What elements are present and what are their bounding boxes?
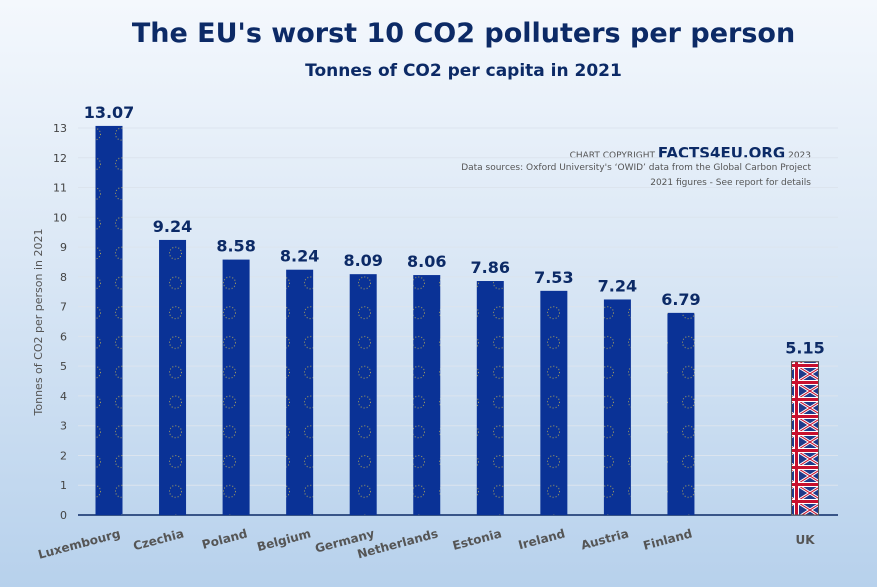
value-label: 9.24	[153, 217, 192, 236]
category-label: Finland	[642, 526, 694, 553]
y-axis-label: Tonnes of CO2 per person in 2021	[32, 229, 45, 417]
bar-uk	[791, 361, 819, 516]
y-tick-label: 8	[60, 271, 67, 284]
value-label: 8.24	[280, 247, 319, 266]
bar-czechia	[159, 239, 187, 515]
value-label: 7.53	[534, 268, 573, 287]
y-tick-label: 4	[60, 390, 67, 403]
bar-germany	[349, 274, 377, 515]
value-label: 7.86	[471, 258, 510, 277]
value-label: 13.07	[84, 103, 135, 122]
y-tick-label: 7	[60, 301, 67, 314]
bar-finland	[667, 312, 695, 515]
value-label: 8.09	[343, 251, 382, 270]
data-sources-note: Data sources: Oxford University's ‘OWID’…	[461, 163, 811, 173]
y-tick-label: 9	[60, 241, 67, 254]
value-label: 5.15	[785, 339, 824, 358]
y-tick-label: 12	[53, 152, 67, 165]
value-label: 8.58	[216, 237, 255, 256]
bar-poland	[222, 259, 250, 515]
value-label: 7.24	[598, 276, 637, 295]
y-tick-label: 0	[60, 509, 67, 522]
chart-title: The EU's worst 10 CO2 polluters per pers…	[131, 18, 796, 49]
y-tick-label: 1	[60, 479, 67, 492]
copyright-prefix: CHART COPYRIGHT	[569, 151, 655, 161]
category-label: Estonia	[451, 526, 503, 552]
bar-estonia	[476, 281, 504, 515]
category-label: Luxembourg	[37, 526, 122, 561]
y-tick-label: 6	[60, 330, 67, 343]
y-tick-label: 11	[53, 182, 67, 195]
category-label: Belgium	[256, 526, 313, 554]
category-label: UK	[795, 533, 815, 547]
copyright-year: 2023	[788, 151, 811, 161]
bar-luxembourg	[95, 125, 123, 516]
category-label: Czechia	[132, 526, 186, 553]
category-label: Poland	[200, 526, 248, 552]
figures-note: 2021 figures - See report for details	[650, 178, 811, 188]
y-tick-label: 10	[53, 211, 67, 224]
bar-austria	[603, 299, 631, 515]
y-tick-label: 3	[60, 420, 67, 433]
y-tick-label: 13	[53, 122, 67, 135]
value-label: 6.79	[661, 290, 700, 309]
bar-netherlands	[413, 275, 441, 515]
y-tick-label: 5	[60, 360, 67, 373]
category-label: Ireland	[517, 526, 567, 552]
value-label: 8.06	[407, 252, 446, 271]
bar-ireland	[540, 290, 568, 515]
y-tick-label: 2	[60, 449, 67, 462]
chart-subtitle: Tonnes of CO2 per capita in 2021	[305, 61, 622, 81]
bar-belgium	[286, 269, 314, 515]
category-label: Austria	[579, 526, 630, 552]
